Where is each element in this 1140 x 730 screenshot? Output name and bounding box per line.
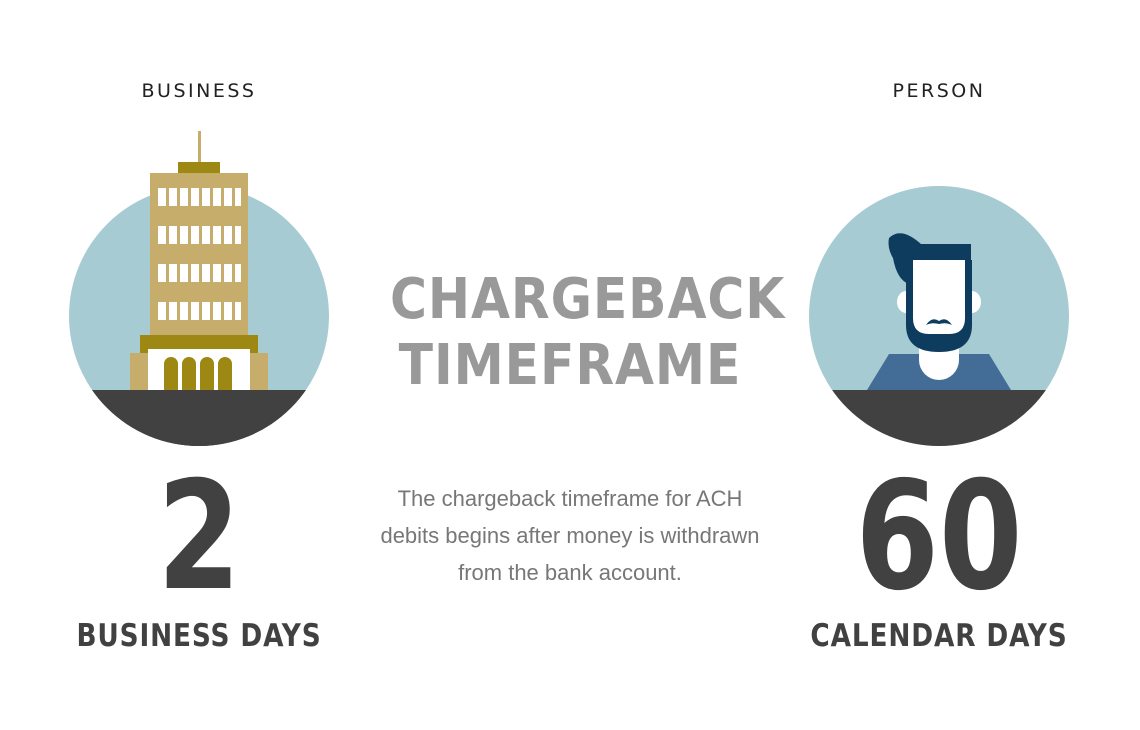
office-building-icon: [69, 131, 329, 446]
building-windows: [158, 188, 241, 320]
person-hair: [888, 233, 971, 284]
page-title-line-1: CHARGEBACK: [390, 267, 786, 332]
calendar-days-label: CALENDAR DAYS: [810, 618, 1068, 654]
person-mustache: [926, 319, 952, 325]
person-face: [913, 260, 965, 334]
page-title-line-2: TIMEFRAME: [398, 333, 742, 398]
description-text: The chargeback timeframe for ACH debits …: [380, 486, 760, 585]
building-roof: [178, 162, 220, 173]
building-base-right: [250, 353, 268, 390]
building-base-left: [130, 353, 148, 390]
business-days-number: 2: [157, 450, 241, 624]
building-entrance: [148, 342, 250, 390]
business-days-label: BUSINESS DAYS: [76, 618, 322, 654]
calendar-days-number: 60: [855, 450, 1023, 624]
building-doors: [164, 357, 232, 390]
building-antenna: [198, 131, 201, 163]
person-neck: [919, 348, 959, 380]
bearded-man-icon: [809, 186, 1069, 446]
building-entrance-lintel: [148, 342, 250, 349]
business-label: BUSINESS: [141, 80, 257, 102]
person-ground: [809, 390, 1069, 446]
person-label: PERSON: [892, 80, 986, 102]
business-ground-fill: [69, 390, 329, 446]
